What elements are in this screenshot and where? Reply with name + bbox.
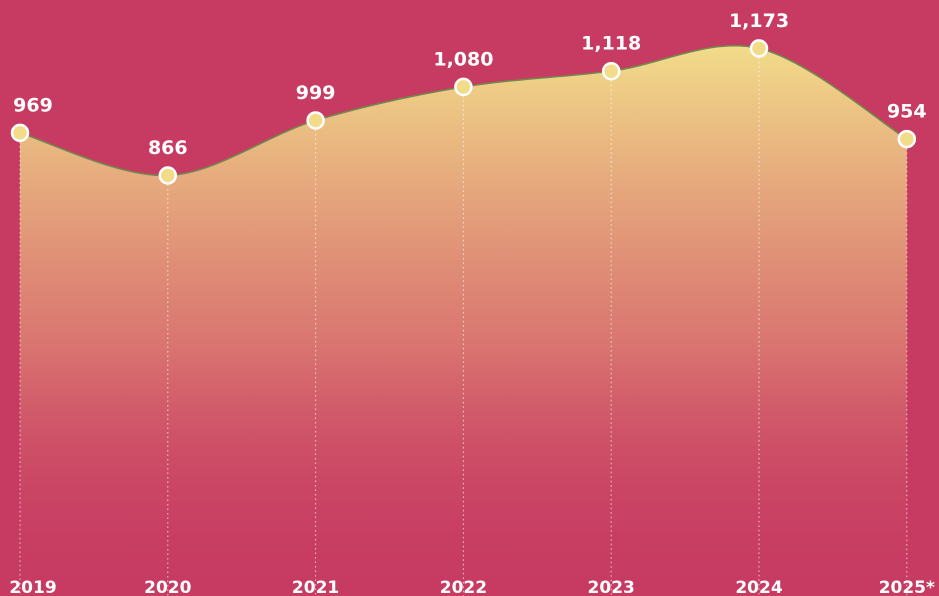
value-label: 969 xyxy=(13,94,53,116)
point xyxy=(749,39,769,58)
value-label: 954 xyxy=(887,101,927,123)
point xyxy=(158,166,178,185)
point xyxy=(454,77,473,97)
point xyxy=(10,123,30,143)
point xyxy=(897,129,917,149)
x-tick-label: 2022 xyxy=(440,578,487,596)
value-label: 1,118 xyxy=(581,33,641,55)
x-tick-label: 2025* xyxy=(879,578,935,596)
value-label: 1,173 xyxy=(729,10,789,32)
x-tick-label: 2020 xyxy=(144,578,191,596)
value-label: 999 xyxy=(296,82,336,104)
x-tick-label: 2024 xyxy=(735,578,782,596)
point xyxy=(601,61,621,81)
x-tick-label: 2019 xyxy=(9,578,56,596)
area xyxy=(20,45,907,596)
value-label: 1,080 xyxy=(433,48,493,70)
x-tick-label: 2023 xyxy=(588,578,635,596)
value-label: 866 xyxy=(148,137,188,159)
x-tick-label: 2021 xyxy=(292,578,339,596)
point xyxy=(306,111,325,130)
